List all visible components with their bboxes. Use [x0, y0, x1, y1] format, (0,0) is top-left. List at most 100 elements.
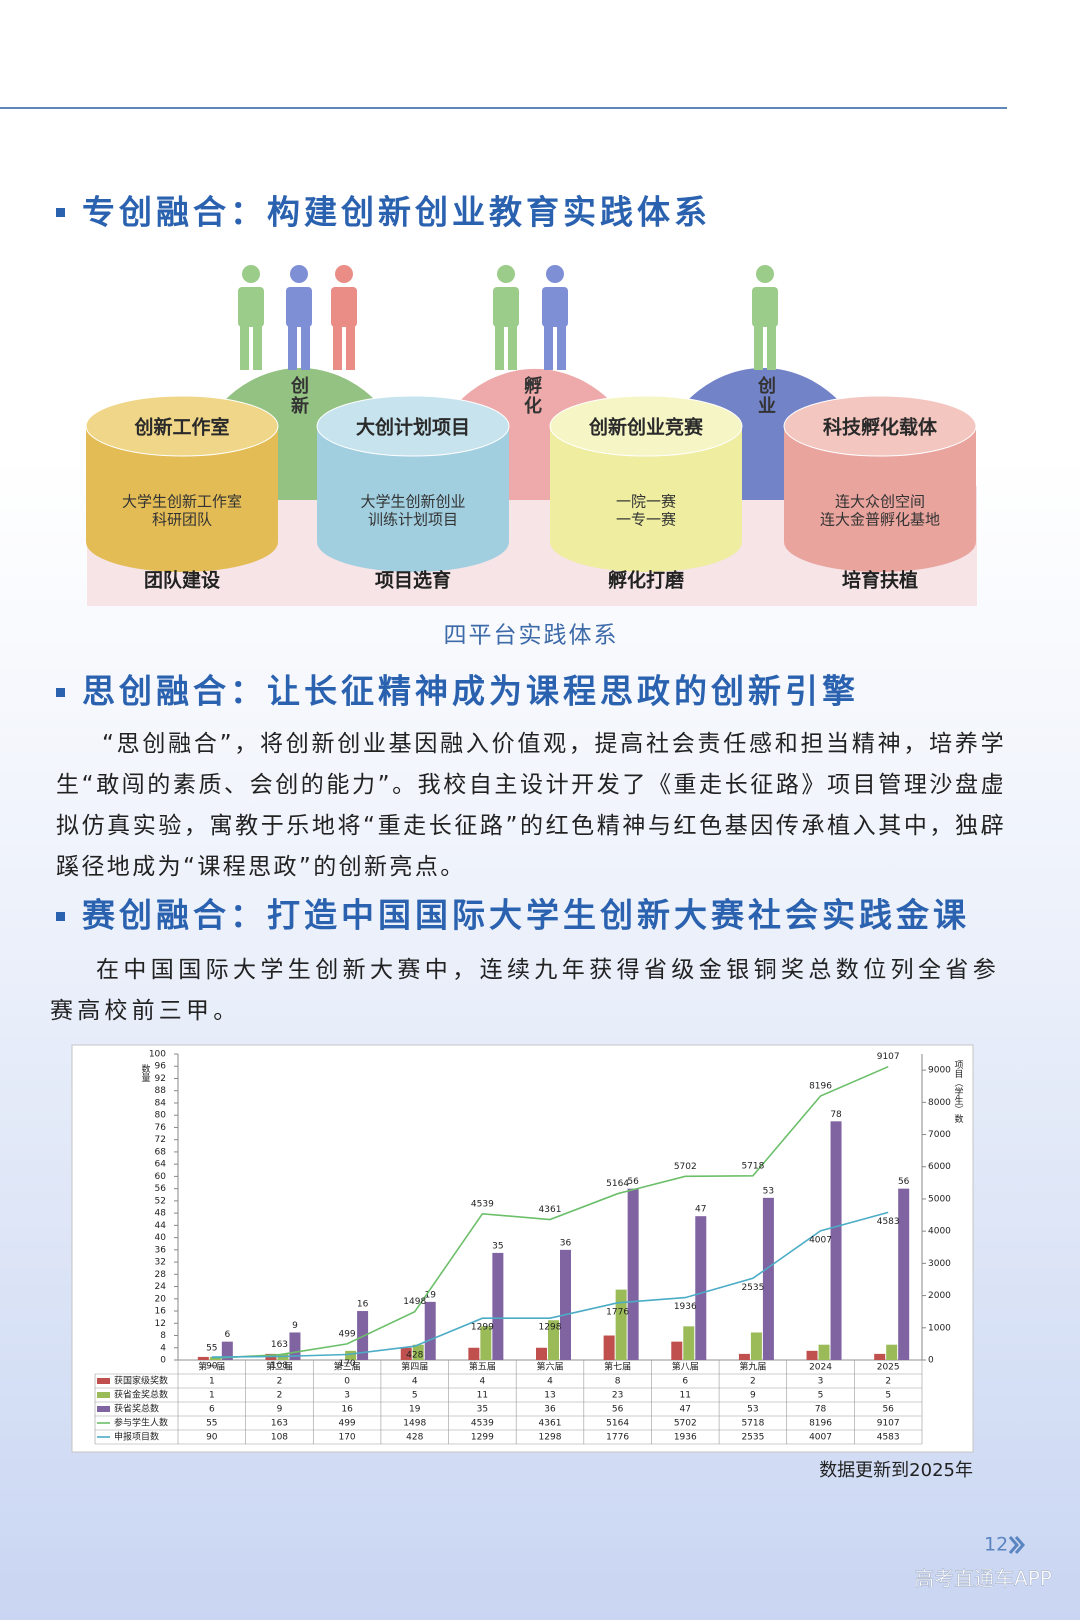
data-label: 163: [271, 1340, 288, 1350]
dome-label: 孵化: [521, 375, 542, 416]
table-value: 16: [341, 1405, 353, 1415]
data-label: 36: [560, 1238, 572, 1248]
y-tick-label: 16: [155, 1307, 167, 1317]
data-label: 56: [898, 1177, 910, 1187]
bar: [345, 1350, 357, 1360]
section-heading: 专创融合：构建创新创业教育实践体系: [82, 193, 711, 232]
table-value: 47: [680, 1405, 691, 1415]
y-tick-label: 32: [155, 1258, 166, 1268]
footnote: 数据更新到2025年: [819, 1460, 973, 1481]
platform-line: 训练计划项目: [368, 511, 458, 529]
table-value: 5: [885, 1391, 891, 1401]
table-value: 1776: [606, 1433, 629, 1443]
y2-tick-label: 0: [928, 1356, 934, 1366]
table-value: 2: [277, 1377, 283, 1387]
y-tick-label: 80: [155, 1111, 167, 1121]
person-leg: [288, 325, 297, 370]
bar: [603, 1335, 615, 1360]
bar: [671, 1341, 683, 1360]
y-tick-label: 96: [155, 1062, 167, 1072]
platform-top: [316, 395, 510, 457]
table-value: 53: [747, 1405, 758, 1415]
legend-label: 获省奖总数: [114, 1403, 159, 1415]
y-tick-label: 52: [155, 1196, 166, 1206]
bar: [818, 1344, 830, 1360]
table-value: 78: [815, 1405, 827, 1415]
bar: [750, 1332, 762, 1360]
platform-line: 连大众创空间: [835, 493, 925, 511]
table-value: 2: [750, 1377, 756, 1387]
table-value: 5164: [606, 1419, 629, 1429]
data-label: 47: [695, 1205, 706, 1215]
platform-top: [549, 395, 743, 457]
platform-line: 科研团队: [152, 511, 212, 529]
table-value: 428: [406, 1433, 423, 1443]
platform-title: 创新工作室: [133, 416, 229, 439]
data-label: 6: [224, 1330, 230, 1340]
data-label: 35: [492, 1241, 503, 1251]
table-value: 2535: [741, 1433, 764, 1443]
y-tick-label: 56: [155, 1184, 167, 1194]
bar: [886, 1344, 898, 1360]
platform-stage: 培育扶植: [842, 569, 918, 592]
bar: [412, 1344, 424, 1360]
table-value: 1: [209, 1391, 215, 1401]
platform-stage: 项目选育: [375, 569, 451, 592]
table-value: 56: [882, 1405, 894, 1415]
person-body: [542, 287, 568, 327]
platform-line: 一专一赛: [616, 511, 676, 529]
table-value: 36: [544, 1405, 556, 1415]
table-value: 9: [277, 1405, 283, 1415]
table-value: 6: [682, 1377, 688, 1387]
data-label: 428: [406, 1351, 423, 1361]
data-label: 108: [271, 1361, 288, 1371]
y2-tick-label: 6000: [928, 1162, 951, 1172]
y2-tick-label: 1000: [928, 1323, 951, 1333]
person-leg: [301, 325, 310, 370]
table-value: 8196: [809, 1419, 832, 1429]
next-icon: [1008, 1536, 1025, 1554]
y-tick-label: 28: [155, 1270, 167, 1280]
legend-swatch: [97, 1392, 110, 1398]
data-label: 1299: [471, 1323, 494, 1333]
platform-line: 大学生创新工作室: [122, 493, 242, 511]
person-head: [546, 265, 564, 283]
data-label: 4007: [809, 1235, 832, 1245]
table-value: 4539: [471, 1419, 494, 1429]
line: [211, 1211, 889, 1358]
person-head: [756, 265, 774, 283]
table-value: 1936: [674, 1433, 697, 1443]
table-value: 8: [615, 1377, 621, 1387]
data-label: 9: [292, 1321, 298, 1331]
data-label: 4361: [539, 1205, 562, 1215]
bar: [560, 1249, 571, 1360]
bullet: [56, 208, 65, 217]
y-tick-label: 60: [155, 1172, 167, 1182]
x-tick-label: 2025: [877, 1363, 900, 1373]
data-label: 2535: [741, 1283, 764, 1293]
platform-stage: 团队建设: [144, 569, 220, 592]
person-leg: [495, 325, 504, 370]
bar: [536, 1347, 547, 1360]
person-leg: [333, 325, 342, 370]
table-value: 2: [277, 1391, 283, 1401]
y-tick-label: 20: [155, 1294, 167, 1304]
data-label: 78: [830, 1110, 842, 1120]
data-label: 5702: [674, 1162, 697, 1172]
y2-tick-label: 3000: [928, 1259, 951, 1269]
person-body: [286, 287, 312, 327]
y-tick-label: 48: [155, 1209, 167, 1219]
x-tick-label: 2024: [809, 1363, 832, 1373]
data-label: 9107: [877, 1052, 900, 1062]
table-value: 5: [818, 1391, 824, 1401]
person-leg: [767, 325, 776, 370]
x-tick-label: 第六届: [536, 1361, 563, 1373]
table-value: 1298: [539, 1433, 562, 1443]
bar: [874, 1353, 886, 1360]
person-body: [331, 287, 357, 327]
data-label: 56: [627, 1177, 639, 1187]
bar: [400, 1347, 412, 1360]
x-tick-label: 第四届: [401, 1361, 428, 1373]
